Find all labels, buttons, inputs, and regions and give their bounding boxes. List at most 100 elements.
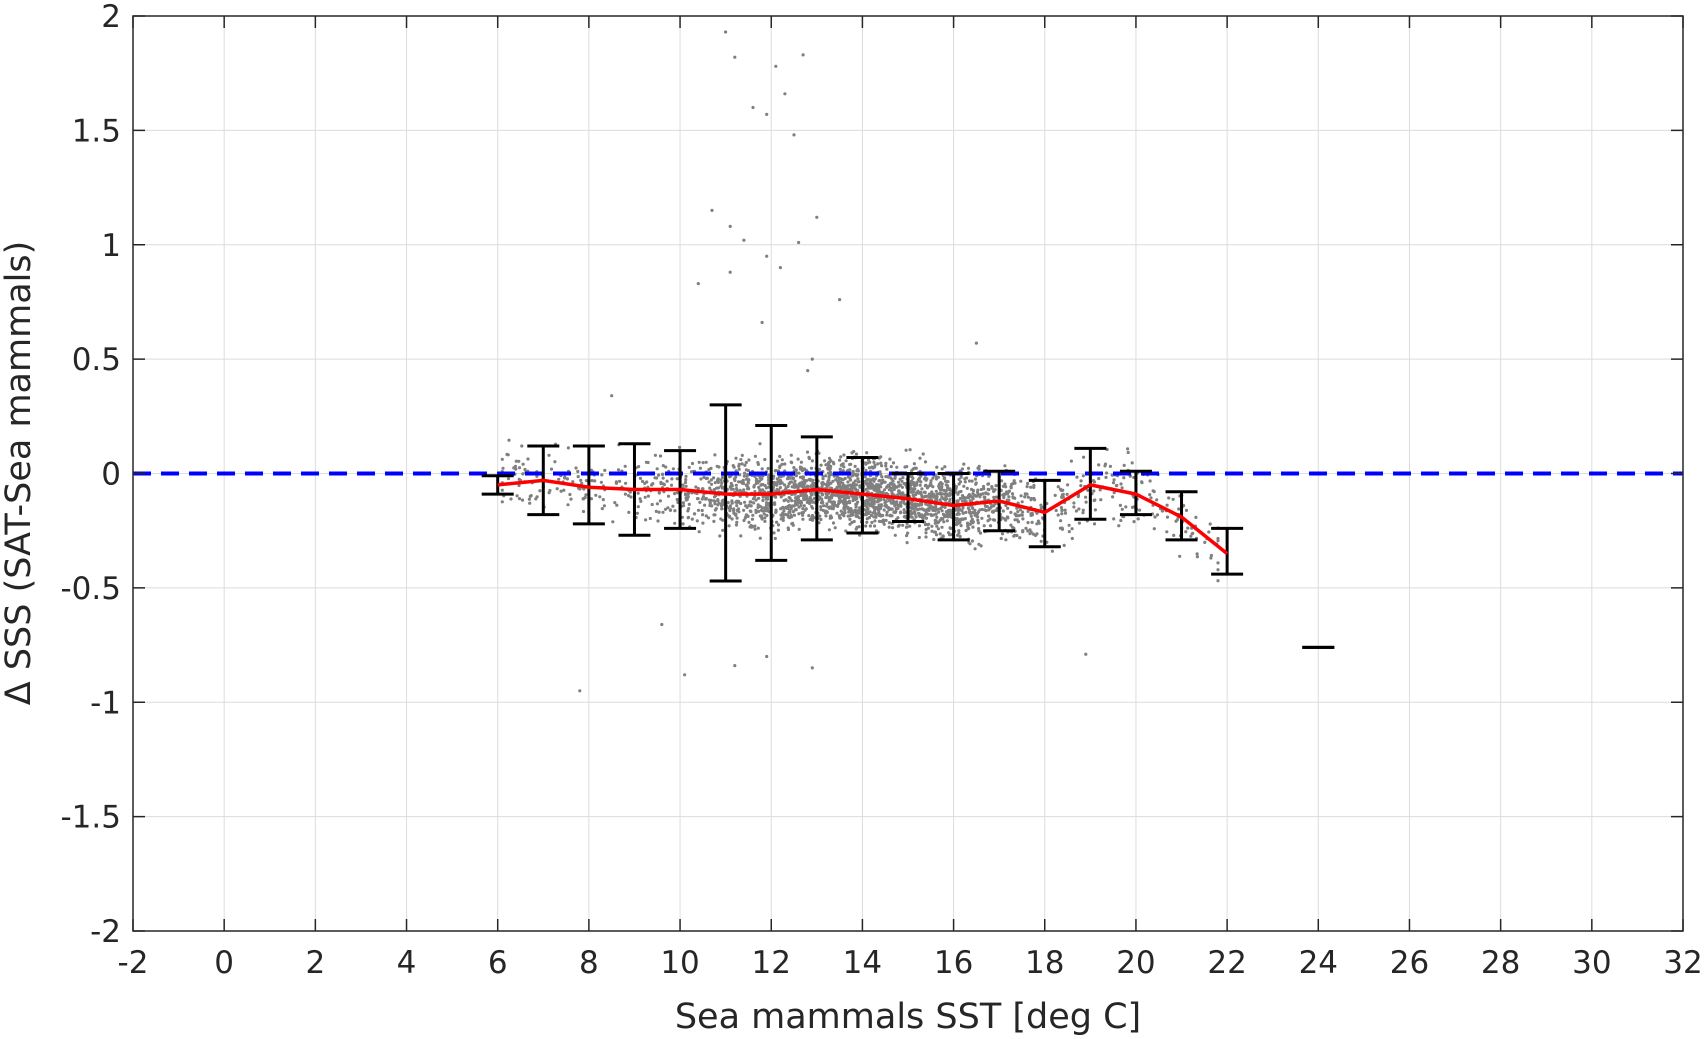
scatter-point — [929, 512, 933, 517]
scatter-point — [820, 491, 824, 495]
scatter-point — [753, 524, 757, 528]
scatter-point — [509, 497, 513, 501]
scatter-point — [842, 502, 846, 506]
scatter-point — [740, 462, 744, 466]
scatter-point — [715, 478, 720, 482]
scatter-point — [922, 495, 926, 499]
scatter-point — [973, 477, 978, 481]
scatter-point — [908, 524, 912, 528]
scatter-point — [797, 512, 801, 516]
scatter-point — [1120, 507, 1124, 511]
scatter-point — [980, 507, 984, 512]
scatter-point — [850, 451, 854, 455]
scatter-point — [796, 495, 800, 499]
scatter-point — [937, 510, 941, 514]
scatter-point — [819, 517, 823, 522]
scatter-point — [800, 493, 805, 497]
scatter-point — [884, 518, 888, 523]
scatter-point — [906, 531, 910, 535]
scatter-point — [966, 466, 971, 470]
scatter-point — [656, 519, 660, 523]
scatter-point — [678, 445, 682, 449]
x-tick-label: 10 — [660, 945, 699, 981]
scatter-point — [902, 508, 906, 512]
scatter-point — [1084, 500, 1088, 504]
scatter-point — [965, 486, 969, 490]
scatter-point — [1026, 495, 1030, 499]
scatter-point — [913, 512, 917, 516]
scatter-point — [930, 524, 934, 528]
scatter-point — [900, 485, 905, 489]
scatter-point — [826, 495, 830, 499]
scatter-point — [848, 476, 852, 480]
scatter-point — [991, 518, 996, 522]
scatter-point — [1084, 495, 1088, 499]
scatter-point — [820, 484, 824, 489]
scatter-point — [1191, 531, 1195, 536]
scatter-point — [757, 509, 761, 513]
scatter-point — [636, 505, 640, 509]
scatter-point — [964, 510, 968, 514]
scatter-point — [895, 485, 899, 489]
scatter-point — [761, 483, 765, 487]
scatter-point — [774, 468, 778, 473]
scatter-point — [827, 463, 831, 467]
scatter-point — [854, 511, 858, 516]
scatter-point — [730, 517, 734, 521]
scatter-point — [709, 498, 713, 502]
scatter-point — [681, 483, 685, 487]
scatter-point — [1025, 485, 1029, 489]
scatter-point — [805, 500, 809, 504]
scatter-point — [748, 509, 752, 513]
x-tick-label: 24 — [1299, 945, 1338, 981]
scatter-point — [987, 514, 991, 518]
scatter-point — [810, 504, 814, 509]
scatter-point — [517, 459, 521, 463]
scatter-point — [684, 478, 688, 482]
scatter-point — [758, 442, 762, 446]
scatter-point — [966, 521, 970, 525]
scatter-point — [867, 516, 872, 520]
scatter-point — [1216, 536, 1220, 541]
scatter-point — [839, 487, 843, 491]
scatter-point — [754, 498, 758, 502]
scatter-point — [598, 495, 602, 499]
scatter-point — [745, 473, 750, 477]
scatter-point — [1122, 476, 1126, 480]
scatter-point — [1026, 529, 1030, 533]
scatter-point — [864, 524, 868, 528]
scatter-point — [730, 499, 734, 503]
scatter-point — [956, 518, 960, 522]
scatter-point — [904, 448, 908, 452]
scatter-point — [661, 510, 665, 514]
scatter-point — [835, 511, 839, 515]
scatter-point — [754, 477, 759, 481]
scatter-point — [709, 466, 713, 470]
scatter-point — [819, 508, 823, 512]
scatter-point — [1152, 490, 1156, 494]
scatter-point — [1003, 517, 1007, 521]
scatter-point — [760, 467, 764, 471]
scatter-point — [1207, 530, 1211, 534]
scatter-point — [650, 502, 654, 507]
scatter-point — [924, 516, 929, 520]
scatter-point — [884, 461, 888, 465]
scatter-point — [601, 498, 605, 502]
scatter-point — [526, 457, 530, 461]
scatter-point — [870, 520, 874, 525]
scatter-point — [880, 475, 884, 479]
scatter-point — [821, 508, 826, 513]
scatter-point — [728, 485, 732, 489]
scatter-point — [786, 526, 790, 530]
scatter-point-outlier — [742, 238, 746, 242]
scatter-point — [837, 477, 841, 481]
scatter-point — [978, 531, 983, 535]
scatter-point — [1059, 519, 1063, 523]
scatter-point — [712, 513, 716, 517]
scatter-point — [902, 515, 906, 519]
scatter-point — [1072, 505, 1076, 509]
scatter-point — [948, 487, 952, 491]
scatter-point — [654, 509, 658, 513]
scatter-point — [775, 459, 780, 463]
scatter-point — [827, 478, 831, 482]
